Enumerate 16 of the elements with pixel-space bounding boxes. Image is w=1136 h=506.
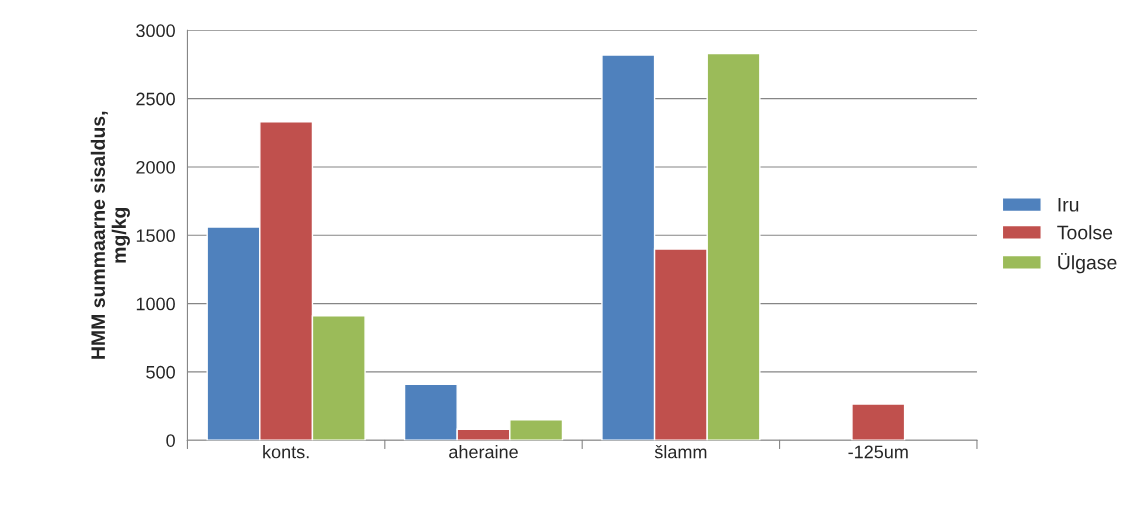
y-tick-label: 2500 [136,92,175,106]
x-tick-label: šlamm [654,445,707,459]
y-tick-label: 1500 [136,229,175,243]
x-tick-label: konts. [263,445,309,459]
y-tick-label: 500 [146,365,175,379]
y-tick-label: 0 [166,434,175,447]
legend-label: Toolse [1057,225,1113,240]
y-tick-label: 2000 [136,160,175,174]
y-tick-label: 1000 [136,297,175,311]
bar [851,403,906,441]
legend-label: Iru [1058,198,1079,212]
y-axis-title: HMM summaarne sisaldus, mg/kg [90,111,130,359]
x-tick-label: aheraine [449,445,518,459]
x-tick-label: -125um [848,445,908,459]
legend-label: Ülgase [1058,252,1117,274]
y-tick-label: 3000 [136,24,175,38]
